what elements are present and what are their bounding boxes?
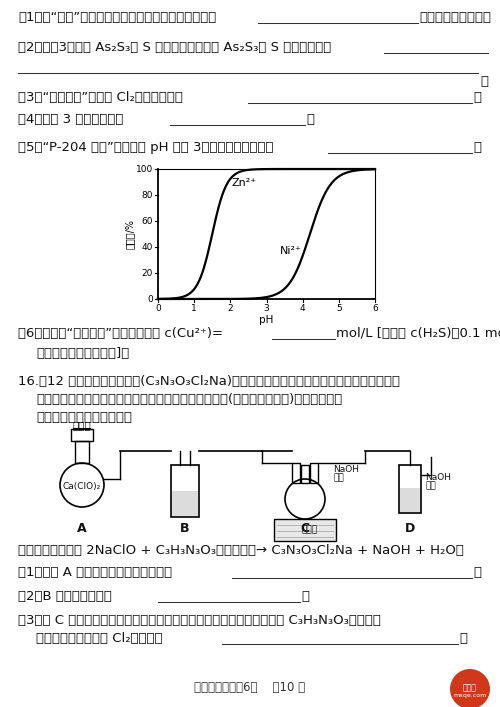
Text: 。: 。	[301, 590, 309, 603]
Text: mxqe.com: mxqe.com	[454, 694, 486, 699]
Circle shape	[450, 669, 490, 707]
Text: （2）B 装置中的试剂是: （2）B 装置中的试剂是	[18, 590, 112, 603]
Text: 60: 60	[142, 216, 153, 226]
Text: Ni²⁺: Ni²⁺	[280, 245, 301, 255]
Text: 。: 。	[473, 141, 481, 154]
Text: 液盐酸: 液盐酸	[72, 420, 92, 430]
Text: 100: 100	[136, 165, 153, 173]
Bar	[310, 463, 318, 483]
Text: 为广谱、高效、安全的消毒剂。实验室用如图所示装置(夹持装置已略去)制备二氯异氰: 为广谱、高效、安全的消毒剂。实验室用如图所示装置(夹持装置已略去)制备二氯异氰	[36, 393, 342, 406]
Text: 3: 3	[264, 304, 270, 313]
Bar	[172, 491, 198, 516]
Bar	[71, 429, 93, 441]
Text: Ca(ClO)₂: Ca(ClO)₂	[63, 482, 101, 491]
Text: 。: 。	[459, 632, 467, 645]
Text: 0: 0	[155, 304, 161, 313]
Text: D: D	[405, 522, 415, 535]
Text: 16.（12 分）二氯异氰尿酸镃(C₃N₃O₃Cl₂Na)为白色固体，难溢于冷水，是氧化性消毒剂中最: 16.（12 分）二氯异氰尿酸镃(C₃N₃O₃Cl₂Na)为白色固体，难溢于冷水…	[18, 375, 400, 388]
Text: （1）装置 A 中发生反应的化学方程式为: （1）装置 A 中发生反应的化学方程式为	[18, 566, 172, 579]
Bar	[274, 519, 336, 541]
Text: （任写一条即可）。: （任写一条即可）。	[419, 11, 491, 24]
Text: 应过程他需不断通入 Cl₂的理由是: 应过程他需不断通入 Cl₂的理由是	[36, 632, 162, 645]
Text: C: C	[300, 522, 310, 535]
Text: 20: 20	[142, 269, 153, 278]
Text: （3）待 C 装置中液面上方出现黄绻色气体时，再由三颈烧瓶的上口加入 C₃H₃N₃O₃固体，反: （3）待 C 装置中液面上方出现黄绻色气体时，再由三颈烧瓶的上口加入 C₃H₃N…	[18, 614, 381, 627]
Text: 冷水浴: 冷水浴	[302, 525, 318, 534]
Text: 1: 1	[192, 304, 197, 313]
Text: （5）“P-204 萹取”水溶液的 pH 约为 3，结合下图解释原因: （5）“P-204 萹取”水溶液的 pH 约为 3，结合下图解释原因	[18, 141, 274, 154]
Text: pH: pH	[260, 315, 274, 325]
Text: （1）在“溶解”时，为加快溶解速率，可采取的措施有: （1）在“溶解”时，为加快溶解速率，可采取的措施有	[18, 11, 216, 24]
Bar	[171, 465, 199, 517]
Text: 高三化学试卷的6页    全10 页: 高三化学试卷的6页 全10 页	[194, 681, 306, 694]
Text: 6: 6	[372, 304, 378, 313]
Text: Zn²⁺: Zn²⁺	[231, 178, 256, 188]
Bar	[292, 463, 300, 483]
Text: NaOH: NaOH	[425, 473, 451, 482]
Text: （2）滤渖3中含有 As₂S₃和 S 等沉淣，写出生成 As₂S₃和 S 的离子方程式: （2）滤渖3中含有 As₂S₃和 S 等沉淣，写出生成 As₂S₃和 S 的离子…	[18, 41, 331, 54]
Text: 40: 40	[142, 243, 153, 252]
Text: 溶液: 溶液	[425, 481, 436, 490]
Text: 0: 0	[147, 295, 153, 303]
Text: 。: 。	[473, 91, 481, 104]
Text: 。: 。	[480, 75, 488, 88]
Text: 4: 4	[300, 304, 306, 313]
Text: 萹取率/%: 萹取率/%	[125, 219, 135, 249]
Bar	[75, 441, 89, 463]
Bar	[301, 465, 309, 483]
Text: 已知：实验原理为 2NaClO + C₃H₃N₃O₃（氰尿酸）→ C₃N₃O₃Cl₂Na + NaOH + H₂O。: 已知：实验原理为 2NaClO + C₃H₃N₃O₃（氰尿酸）→ C₃N₃O₃C…	[18, 544, 464, 557]
Text: 溶液: 溶液	[333, 473, 344, 482]
Text: NaOH: NaOH	[333, 465, 359, 474]
Text: B: B	[180, 522, 190, 535]
Text: 答案圈: 答案圈	[463, 684, 477, 692]
Text: 80: 80	[142, 190, 153, 199]
Text: A: A	[77, 522, 87, 535]
Text: 2: 2	[228, 304, 233, 313]
Text: 5: 5	[336, 304, 342, 313]
Text: 。: 。	[473, 566, 481, 579]
Text: （4）滤渖 3 的主要成分为: （4）滤渖 3 的主要成分为	[18, 113, 124, 126]
Text: 。: 。	[306, 113, 314, 126]
Text: 尿酸镃。请回答下列问题：: 尿酸镃。请回答下列问题：	[36, 411, 132, 424]
Bar	[400, 488, 420, 512]
Bar	[399, 465, 421, 513]
Text: mol/L [计算时 c(H₂S)厖0.1 mol/L，: mol/L [计算时 c(H₂S)厖0.1 mol/L，	[336, 327, 500, 340]
Text: （3）“氧化除杂”中通入 Cl₂的主要目的是: （3）“氧化除杂”中通入 Cl₂的主要目的是	[18, 91, 183, 104]
Text: （6）理论上“硫化除杂”之后，溶液中 c(Cu²⁺)=: （6）理论上“硫化除杂”之后，溶液中 c(Cu²⁺)=	[18, 327, 223, 340]
Text: 结果保留两位有效数字]。: 结果保留两位有效数字]。	[36, 347, 129, 360]
